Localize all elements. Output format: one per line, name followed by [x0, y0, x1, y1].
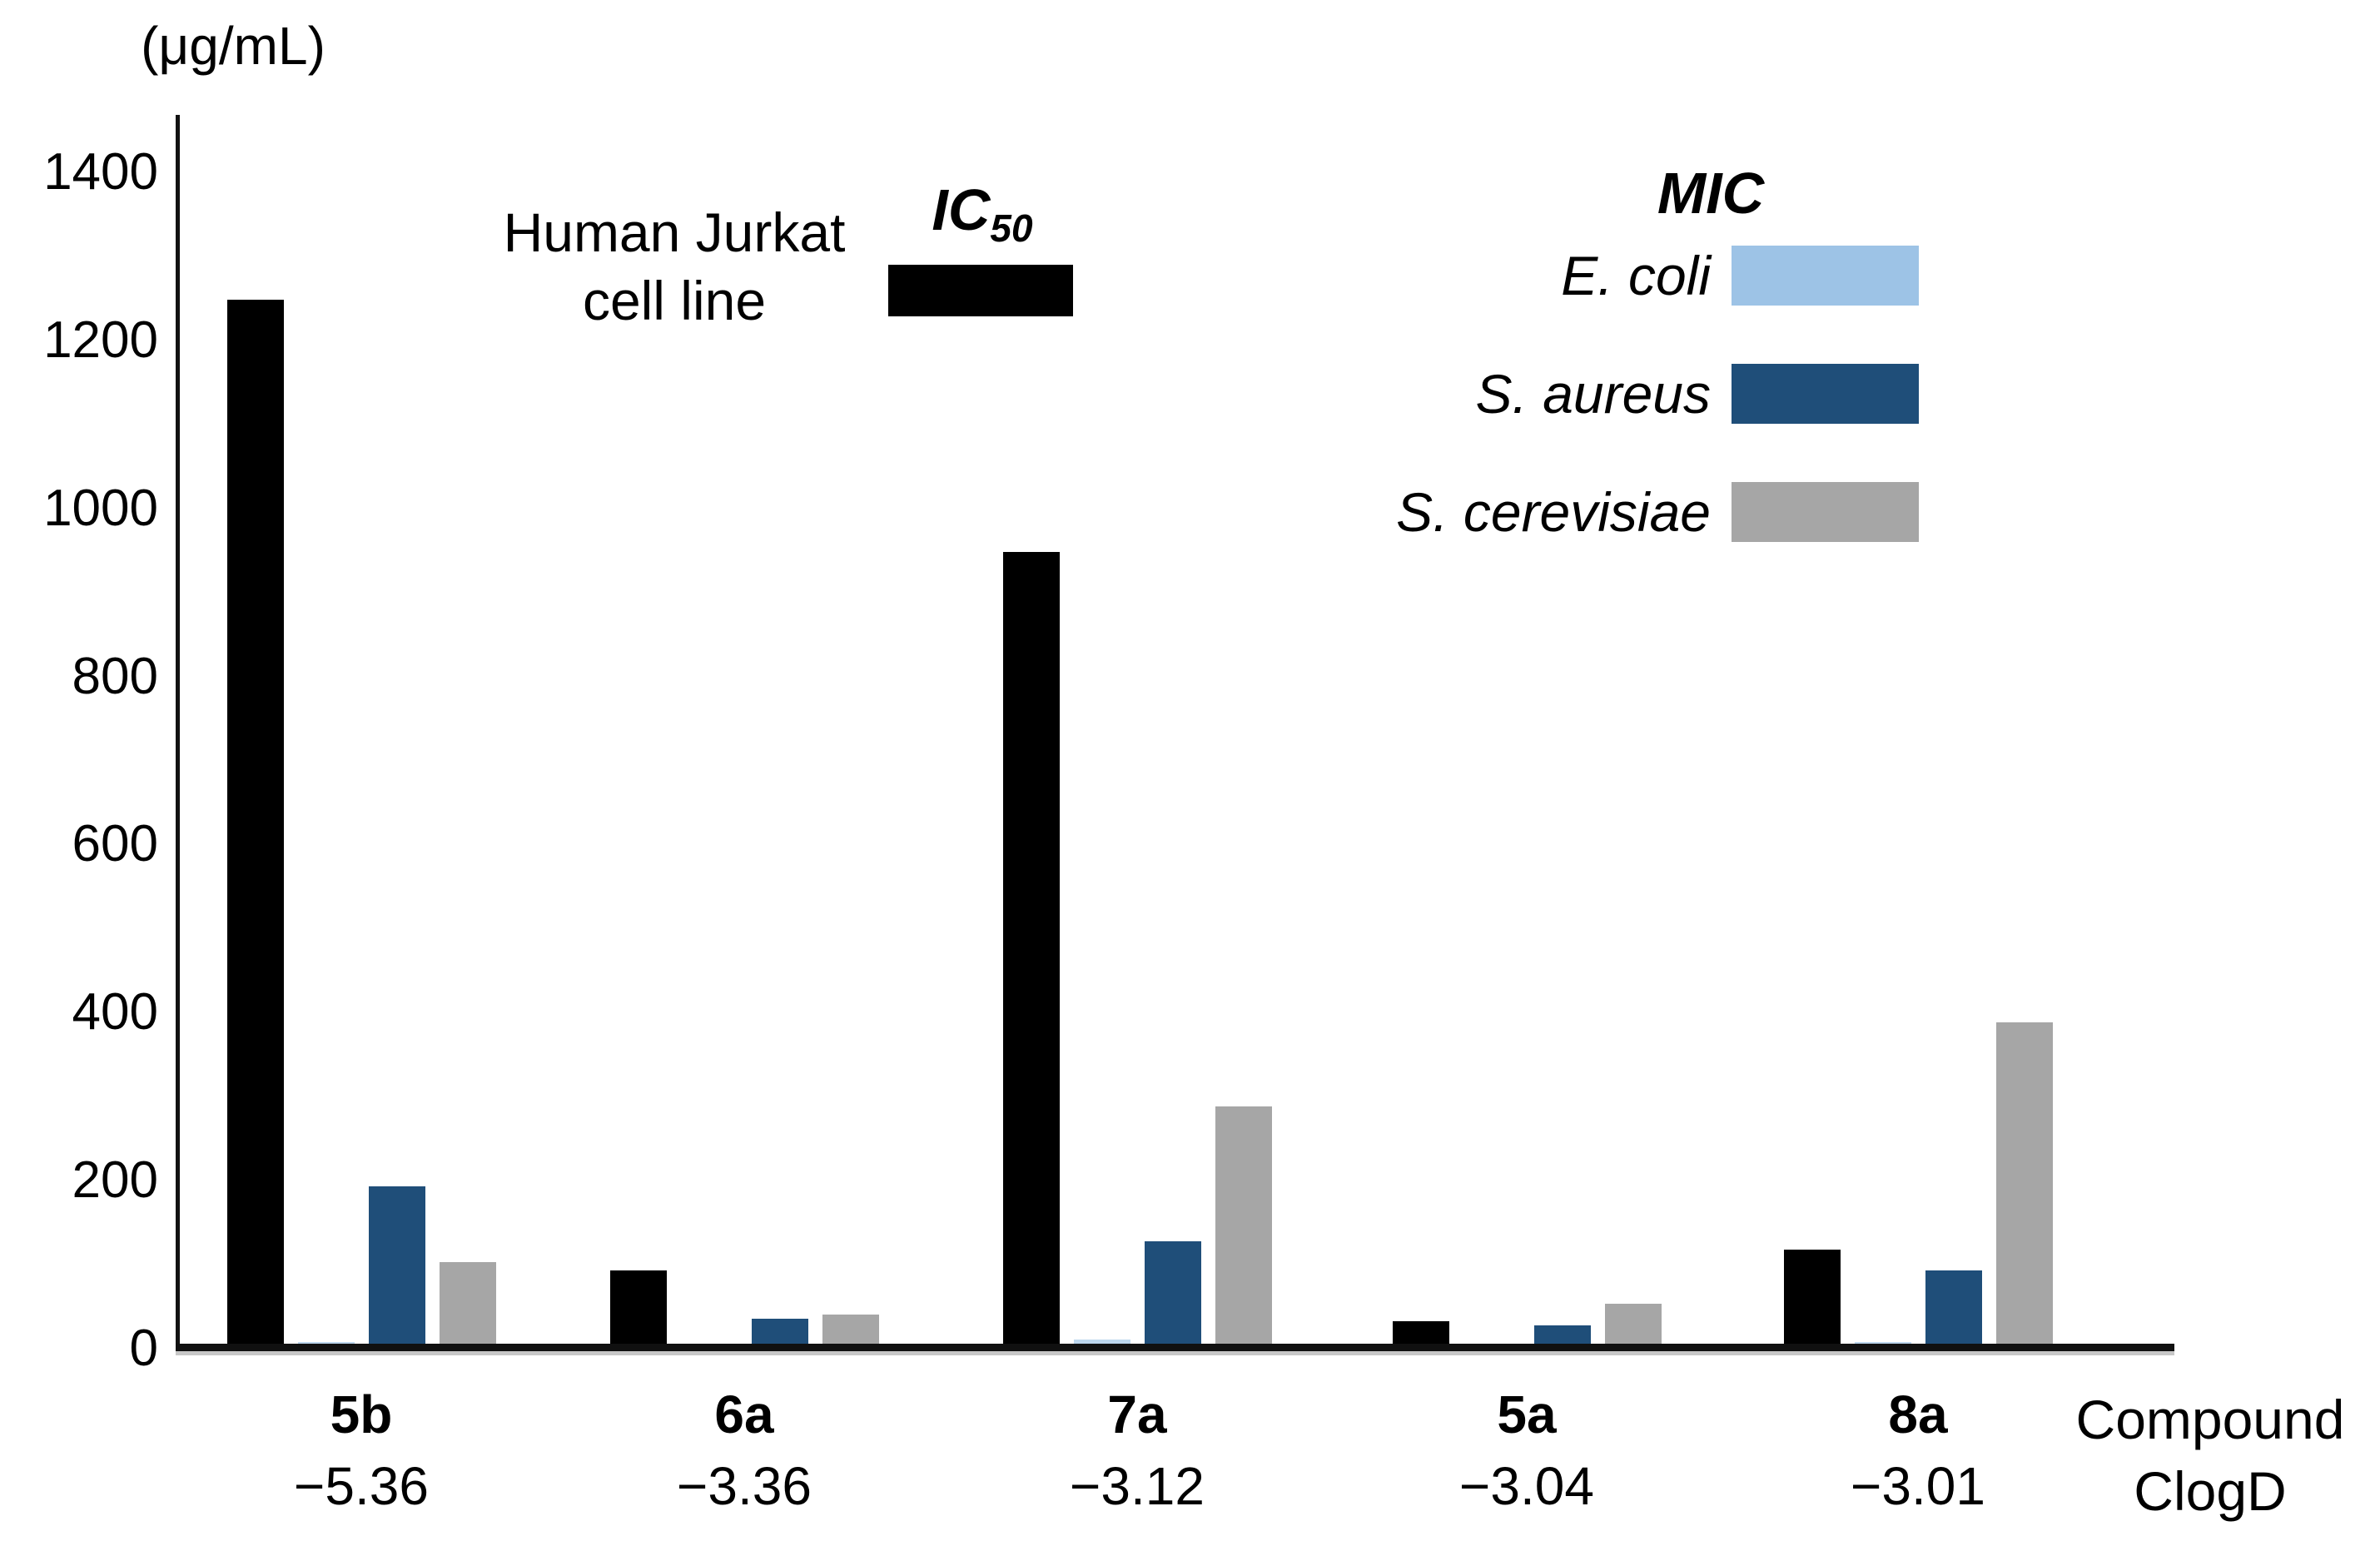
y-tick-label-400: 400	[72, 983, 158, 1041]
y-axis-unit-label: (μg/mL)	[141, 16, 325, 76]
x-label-clogd-8a: −3.01	[1851, 1456, 1985, 1516]
x-axis-caption: Compound ClogD	[2031, 1384, 2380, 1527]
legend-ic50-swatch	[888, 265, 1073, 316]
y-tick-label-600: 600	[72, 815, 158, 873]
bar-s-cerevisiae-mic-8a	[1995, 1022, 2053, 1350]
y-tick-label-0: 0	[129, 1320, 158, 1377]
x-label-clogd-5b: −5.36	[294, 1456, 429, 1516]
x-axis-caption-line1: Compound	[2075, 1389, 2345, 1450]
x-label-clogd-7a: −3.12	[1070, 1456, 1205, 1516]
legend-mic-swatch-s-cerevisiae	[1732, 482, 1919, 542]
bar-s-cerevisiae-mic-7a	[1215, 1106, 1272, 1350]
x-label-clogd-6a: −3.36	[677, 1456, 812, 1516]
y-axis-line	[176, 115, 180, 1352]
bar-s-aureus-mic-8a	[1925, 1270, 1982, 1350]
bar-s-aureus-mic-7a	[1144, 1241, 1201, 1350]
legend-mic-title: MIC	[1657, 161, 1765, 226]
x-label-compound-5a: 5a	[1497, 1384, 1557, 1444]
legend-mic-swatch-e-coli	[1732, 246, 1919, 306]
x-label-compound-6a: 6a	[714, 1384, 774, 1444]
y-tick-label-1200: 1200	[43, 311, 158, 369]
legend-mic-label-e-coli: E. coli	[1561, 245, 1711, 306]
x-label-compound-8a: 8a	[1888, 1384, 1948, 1444]
bar-human-jurkat-cell-line-ic50-5b	[226, 300, 284, 1350]
x-label-clogd-5a: −3.04	[1459, 1456, 1594, 1516]
legend-mic-label-s-cerevisiae: S. cerevisiae	[1396, 481, 1711, 543]
x-axis-caption-line2: ClogD	[2134, 1460, 2287, 1522]
bar-s-aureus-mic-5b	[368, 1186, 425, 1350]
legend-ic50-series-line1: Human Jurkat	[503, 201, 846, 263]
x-axis-line	[176, 1344, 2174, 1351]
bar-human-jurkat-cell-line-ic50-6a	[609, 1270, 667, 1350]
y-tick-label-800: 800	[72, 647, 158, 705]
y-tick-label-1000: 1000	[43, 479, 158, 537]
bar-human-jurkat-cell-line-ic50-8a	[1783, 1250, 1841, 1350]
legend-mic-swatch-s-aureus	[1732, 364, 1919, 424]
legend-ic50-series-label: Human Jurkat cell line	[450, 198, 899, 335]
y-tick-label-200: 200	[72, 1151, 158, 1210]
x-axis-line-shadow	[176, 1351, 2174, 1355]
x-label-compound-7a: 7a	[1107, 1384, 1167, 1444]
bar-s-cerevisiae-mic-5a	[1604, 1304, 1662, 1350]
bar-s-cerevisiae-mic-5b	[439, 1262, 496, 1350]
x-label-compound-5b: 5b	[330, 1384, 393, 1444]
y-tick-label-1400: 1400	[43, 143, 158, 201]
legend-ic50-title: IC50	[932, 177, 1033, 250]
bar-human-jurkat-cell-line-ic50-7a	[1002, 552, 1060, 1350]
legend-mic-label-s-aureus: S. aureus	[1475, 363, 1712, 425]
legend-ic50-series-line2: cell line	[582, 270, 767, 331]
